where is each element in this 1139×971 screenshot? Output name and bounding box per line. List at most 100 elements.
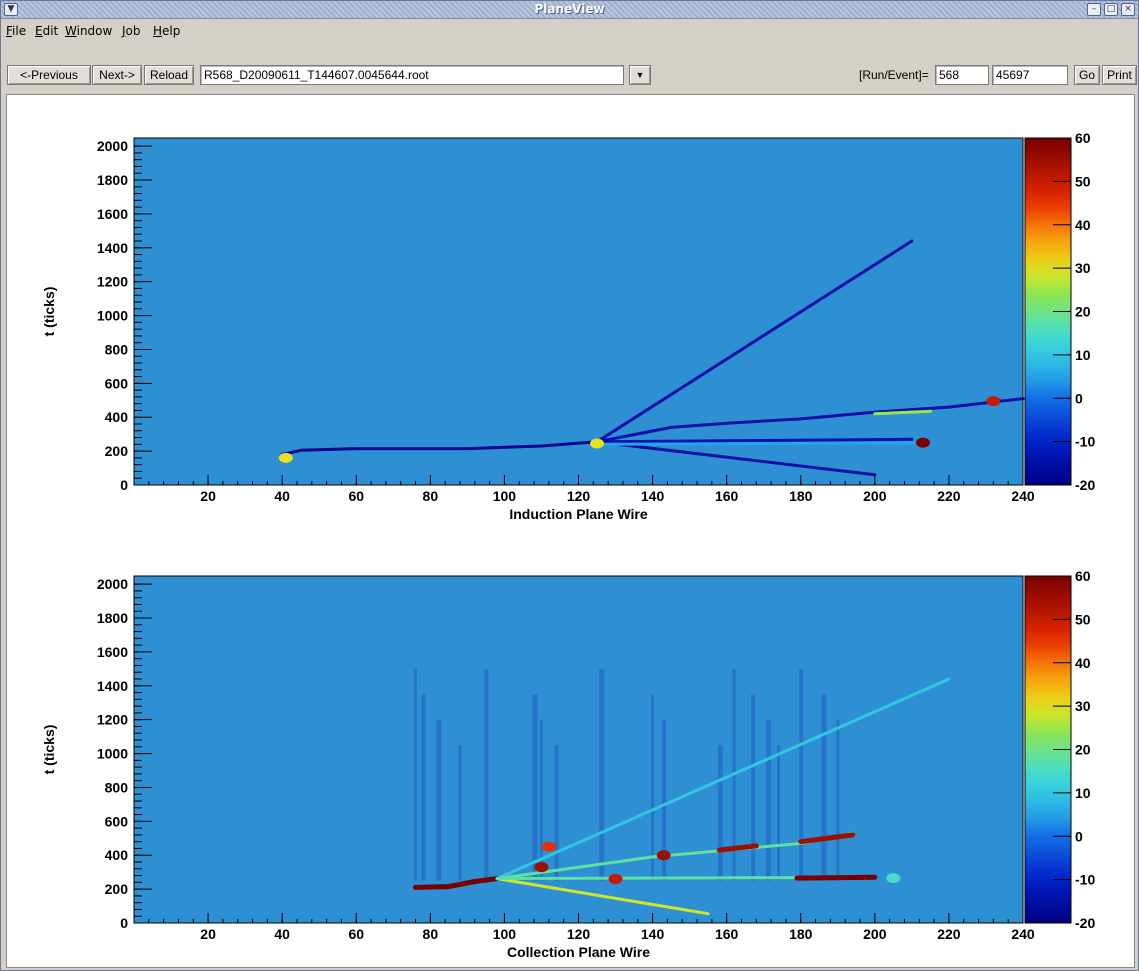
window-title: PlaneView [534,2,605,16]
toolbar: <-Previous Next-> Reload R568_D20090611_… [1,41,1138,91]
noise-streak [599,668,605,881]
noise-streak [836,719,840,881]
y-axis-label: t (ticks) [41,725,57,775]
noise-streak [554,745,559,881]
noise-streak [414,668,418,881]
menu-file[interactable]: File [6,24,27,38]
hotspot-mark [534,862,549,873]
file-combo-input[interactable]: R568_D20090611_T144607.0045644.root [200,65,624,85]
noise-streak [799,668,804,881]
colorbar-tick-label: 60 [1075,130,1091,146]
noise-streak [717,745,723,881]
window-menu-icon[interactable]: ▼ [4,3,18,16]
colorbar-tick-label: 10 [1075,785,1091,801]
x-tick-label: 220 [937,926,961,942]
plane-view-plots: 20 40 60 80 100 120 140 160 180 200 220 24002004006… [41,130,1095,960]
colorbar-tick-label: 40 [1075,655,1091,671]
noise-streak [421,694,426,881]
y-tick-label: 0 [120,477,128,493]
previous-button[interactable]: <-Previous [7,65,91,85]
y-tick-label: 800 [105,779,129,795]
hotspot-mark [656,850,671,861]
particle-track [495,877,710,916]
run-event-label: [Run/Event]= [859,68,929,82]
hotspot-mark [608,873,623,884]
x-tick-label: 80 [423,488,439,504]
colorbar-tick-label: 10 [1075,347,1091,363]
y-axis-label: t (ticks) [41,287,57,337]
y-tick-label: 1200 [97,274,128,290]
menu-help[interactable]: Help [153,24,181,38]
menu-edit[interactable]: Edit [35,24,59,38]
maximize-icon[interactable]: □ [1104,3,1118,16]
x-tick-label: 180 [789,926,813,942]
menu-bar: File Edit Window Job Help [1,21,1138,41]
particle-track [280,440,599,456]
x-tick-label: 240 [1011,926,1035,942]
colorbar-tick-label: -10 [1075,434,1095,450]
print-button[interactable]: Print [1102,65,1137,85]
colorbar-tick-label: -20 [1075,477,1095,493]
x-tick-label: 160 [715,926,739,942]
noise-streak [539,719,543,881]
colorbar-tick-label: 20 [1075,742,1091,758]
x-tick-label: 220 [937,488,961,504]
heatmap-panel-2: 20 40 60 80 100 120 140 160 180 200 220 24002004006… [41,568,1095,960]
close-icon[interactable]: × [1121,3,1135,16]
chevron-down-icon: ▼ [635,70,645,80]
colorbar-tick-label: 40 [1075,217,1091,233]
plot-canvas[interactable]: 20 40 60 80 100 120 140 160 180 200 220 240 0 200 400 6… [6,94,1135,968]
x-tick-label: 200 [863,488,887,504]
y-tick-label: 1000 [97,308,128,324]
colorbar-tick-label: 30 [1075,698,1091,714]
y-tick-label: 1200 [97,712,128,728]
y-tick-label: 1600 [97,206,128,222]
noise-streak [765,719,771,881]
x-tick-label: 160 [715,488,739,504]
event-input[interactable]: 45697 [992,65,1068,85]
go-button[interactable]: Go [1074,65,1100,85]
next-button[interactable]: Next-> [92,65,142,85]
x-tick-label: 120 [567,488,591,504]
y-tick-label: 400 [105,409,129,425]
particle-track [595,239,914,444]
y-tick-label: 1800 [97,610,128,626]
noise-streak [821,694,827,881]
menu-window[interactable]: Window [65,24,113,38]
noise-streak [651,694,655,881]
y-tick-label: 800 [105,341,129,357]
run-input[interactable]: 568 [935,65,989,85]
minimize-icon[interactable]: – [1087,3,1101,16]
y-tick-label: 200 [105,881,129,897]
menu-job[interactable]: Job [122,24,141,38]
hotspot-mark [986,396,1001,407]
x-tick-label: 140 [641,926,665,942]
colorbar-tick-label: 30 [1075,260,1091,276]
combo-dropdown-button[interactable]: ▼ [629,65,651,85]
colorbar-tick-label: 0 [1075,390,1083,406]
colorbar-tick-label: 60 [1075,568,1091,584]
x-tick-label: 60 [348,488,364,504]
x-axis-label: Induction Plane Wire [509,506,648,522]
y-tick-label: 1600 [97,644,128,660]
noise-streak [458,745,462,881]
noise-streak [484,668,489,881]
colorbar-tick-label: 0 [1075,828,1083,844]
heatmap-background [134,576,1023,923]
y-tick-label: 2000 [97,576,128,592]
y-tick-label: 1800 [97,172,128,188]
hotspot-mark [590,438,605,449]
y-tick-label: 0 [120,915,128,931]
reload-button[interactable]: Reload [144,65,194,85]
particle-track [595,441,921,446]
noise-streak [532,694,538,881]
particle-track [716,843,759,853]
x-tick-label: 120 [567,926,591,942]
x-axis-label: Collection Plane Wire [507,944,650,960]
colorbar-tick-label: 20 [1075,304,1091,320]
x-tick-label: 100 [493,488,517,504]
hotspot-mark [541,841,556,852]
noise-streak [751,694,756,881]
x-tick-label: 20 [200,926,216,942]
